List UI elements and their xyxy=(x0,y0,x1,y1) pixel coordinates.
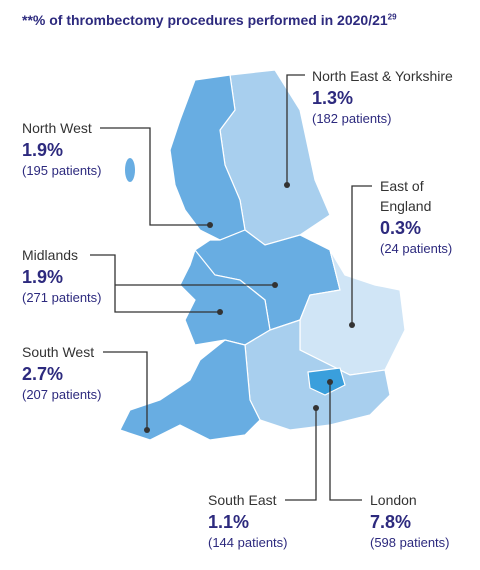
leader-lines xyxy=(90,74,372,501)
region-patients: (195 patients) xyxy=(22,163,102,178)
title: **% of thrombectomy procedures performed… xyxy=(22,12,397,28)
region-value: 2.7% xyxy=(22,364,64,384)
region-value: 1.9% xyxy=(22,267,64,287)
region-label: South East 1.1% (144 patients) xyxy=(208,490,328,552)
region-name: London xyxy=(370,492,417,508)
region-value: 7.8% xyxy=(370,512,412,532)
region-patients: (182 patients) xyxy=(312,111,392,126)
region-name: South East xyxy=(208,492,277,508)
region-name: North West xyxy=(22,120,92,136)
region-patients: (144 patients) xyxy=(208,535,288,550)
region-shape xyxy=(307,367,346,396)
region-patients: (207 patients) xyxy=(22,387,102,402)
region-patients: (271 patients) xyxy=(22,290,102,305)
region-label: South West 2.7% (207 patients) xyxy=(22,342,142,404)
title-ref: 29 xyxy=(387,12,397,22)
region-shape xyxy=(119,339,261,441)
region-label: East of England 0.3% (24 patients) xyxy=(380,176,460,258)
region-value: 1.3% xyxy=(312,88,354,108)
region-value: 1.1% xyxy=(208,512,250,532)
region-name: North East & Yorkshire xyxy=(312,68,453,84)
region-label: London 7.8% (598 patients) xyxy=(370,490,470,552)
title-text: **% of thrombectomy procedures performed… xyxy=(22,12,388,28)
region-label: Midlands 1.9% (271 patients) xyxy=(22,245,142,307)
region-label: North East & Yorkshire 1.3% (182 patients) xyxy=(312,66,480,128)
region-name: South West xyxy=(22,344,95,360)
region-value: 0.3% xyxy=(380,218,422,238)
region-name: East of England xyxy=(380,178,432,214)
island xyxy=(125,158,135,182)
region-name: Midlands xyxy=(22,247,79,263)
region-patients: (24 patients) xyxy=(380,241,453,256)
region-patients: (598 patients) xyxy=(370,535,450,550)
region-value: 1.9% xyxy=(22,140,64,160)
region-label: North West 1.9% (195 patients) xyxy=(22,118,142,180)
